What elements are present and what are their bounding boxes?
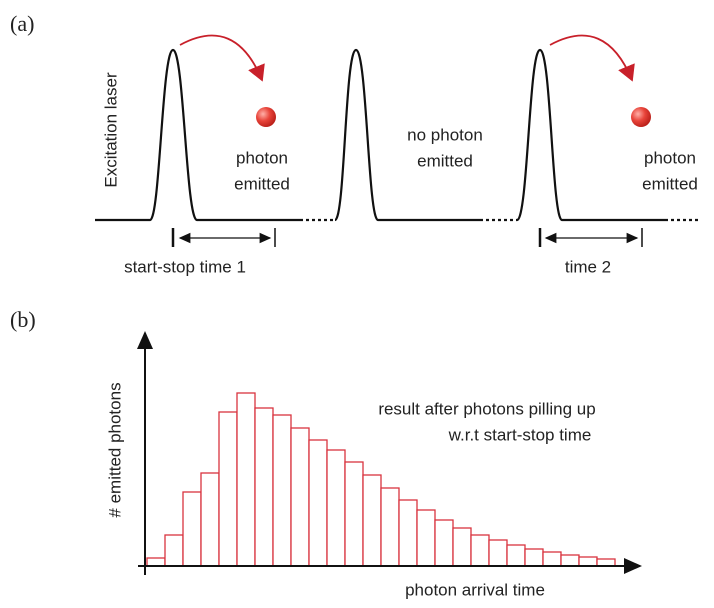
bar [470, 534, 490, 567]
bar [380, 487, 400, 567]
bar [398, 499, 418, 567]
annotation: w.r.t start-stop time [448, 425, 592, 444]
time-label: start-stop time 1 [124, 257, 246, 276]
annotation: no photon [407, 125, 483, 144]
bar [560, 554, 580, 567]
x-label: photon arrival time [405, 580, 545, 599]
annotation: emitted [642, 174, 698, 193]
bar [146, 557, 166, 567]
annotation: result after photons pilling up [378, 399, 595, 418]
panel-label: (b) [10, 307, 36, 332]
bar [434, 519, 454, 567]
bar [452, 527, 472, 567]
laser-trace [333, 48, 480, 222]
annotation: emitted [417, 151, 473, 170]
laser-trace [95, 48, 300, 222]
annotation: photon [236, 148, 288, 167]
bar [542, 551, 562, 567]
bar [272, 414, 292, 567]
bar [524, 548, 544, 567]
bar [218, 411, 238, 567]
bar [416, 509, 436, 567]
bar [290, 427, 310, 567]
photon [631, 107, 651, 127]
bar [488, 539, 508, 567]
time-label: time 2 [565, 257, 611, 276]
bar [578, 556, 598, 567]
y-label: # emitted photons [105, 382, 124, 517]
panel-label: (a) [10, 11, 34, 36]
bar [308, 439, 328, 567]
bar [200, 472, 220, 567]
bar [254, 407, 274, 567]
bar [182, 491, 202, 567]
laser-trace [515, 48, 665, 222]
bar [326, 449, 346, 567]
emission-arrow [179, 34, 265, 82]
bar [236, 392, 256, 567]
bar [506, 544, 526, 567]
emission-arrow [549, 34, 635, 82]
bar [164, 534, 184, 567]
photon [256, 107, 276, 127]
bar [596, 558, 616, 567]
histogram [146, 392, 616, 567]
bar [362, 474, 382, 567]
annotation: emitted [234, 174, 290, 193]
annotation: photon [644, 148, 696, 167]
y-label: Excitation laser [101, 72, 120, 188]
bar [344, 461, 364, 567]
